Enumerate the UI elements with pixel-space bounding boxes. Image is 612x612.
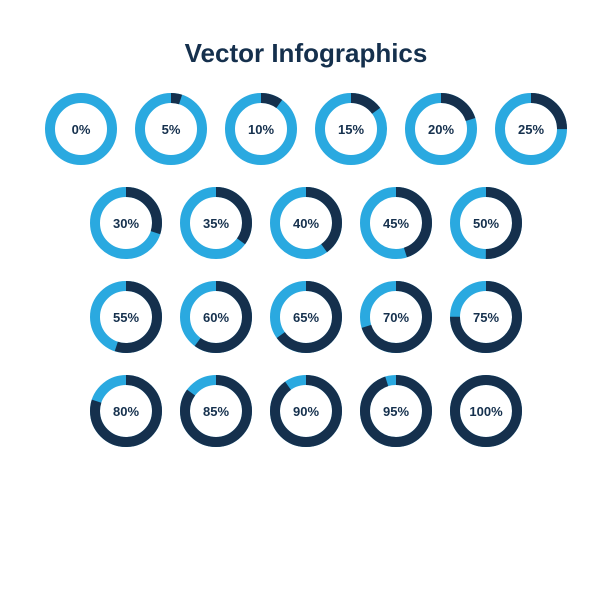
ring-row: 55% 60% 65% 70% 75% [0, 281, 612, 353]
ring-label: 70% [360, 310, 432, 325]
ring-label: 60% [180, 310, 252, 325]
ring-label: 10% [225, 122, 297, 137]
progress-ring: 25% [495, 93, 567, 165]
progress-ring: 90% [270, 375, 342, 447]
progress-ring: 75% [450, 281, 522, 353]
progress-ring: 100% [450, 375, 522, 447]
ring-row: 0% 5% 10% 15% 20% 25% [0, 93, 612, 165]
ring-label: 50% [450, 216, 522, 231]
progress-ring: 50% [450, 187, 522, 259]
ring-label: 45% [360, 216, 432, 231]
ring-label: 75% [450, 310, 522, 325]
page: Vector Infographics 0%5%10%15%20%25%30%3… [0, 0, 612, 612]
ring-label: 35% [180, 216, 252, 231]
ring-label: 85% [180, 404, 252, 419]
progress-ring: 10% [225, 93, 297, 165]
progress-ring: 40% [270, 187, 342, 259]
ring-row: 30% 35% 40% 45% 50% [0, 187, 612, 259]
progress-ring: 35% [180, 187, 252, 259]
ring-label: 0% [45, 122, 117, 137]
progress-ring: 65% [270, 281, 342, 353]
page-title: Vector Infographics [0, 38, 612, 69]
progress-ring: 45% [360, 187, 432, 259]
ring-label: 15% [315, 122, 387, 137]
progress-ring: 85% [180, 375, 252, 447]
ring-label: 55% [90, 310, 162, 325]
ring-rows-container: 0% 5% 10% 15% 20% 25% 30% 35% 40% 45% 50% 55% 60% 65%… [0, 93, 612, 447]
progress-ring: 80% [90, 375, 162, 447]
ring-label: 100% [450, 404, 522, 419]
ring-label: 5% [135, 122, 207, 137]
progress-ring: 60% [180, 281, 252, 353]
ring-label: 65% [270, 310, 342, 325]
progress-ring: 20% [405, 93, 477, 165]
progress-ring: 95% [360, 375, 432, 447]
progress-ring: 0% [45, 93, 117, 165]
ring-label: 30% [90, 216, 162, 231]
ring-label: 40% [270, 216, 342, 231]
ring-label: 25% [495, 122, 567, 137]
progress-ring: 5% [135, 93, 207, 165]
progress-ring: 70% [360, 281, 432, 353]
progress-ring: 55% [90, 281, 162, 353]
ring-label: 80% [90, 404, 162, 419]
ring-row: 80% 85% 90% 95% 100% [0, 375, 612, 447]
ring-label: 95% [360, 404, 432, 419]
progress-ring: 15% [315, 93, 387, 165]
ring-label: 90% [270, 404, 342, 419]
ring-label: 20% [405, 122, 477, 137]
progress-ring: 30% [90, 187, 162, 259]
